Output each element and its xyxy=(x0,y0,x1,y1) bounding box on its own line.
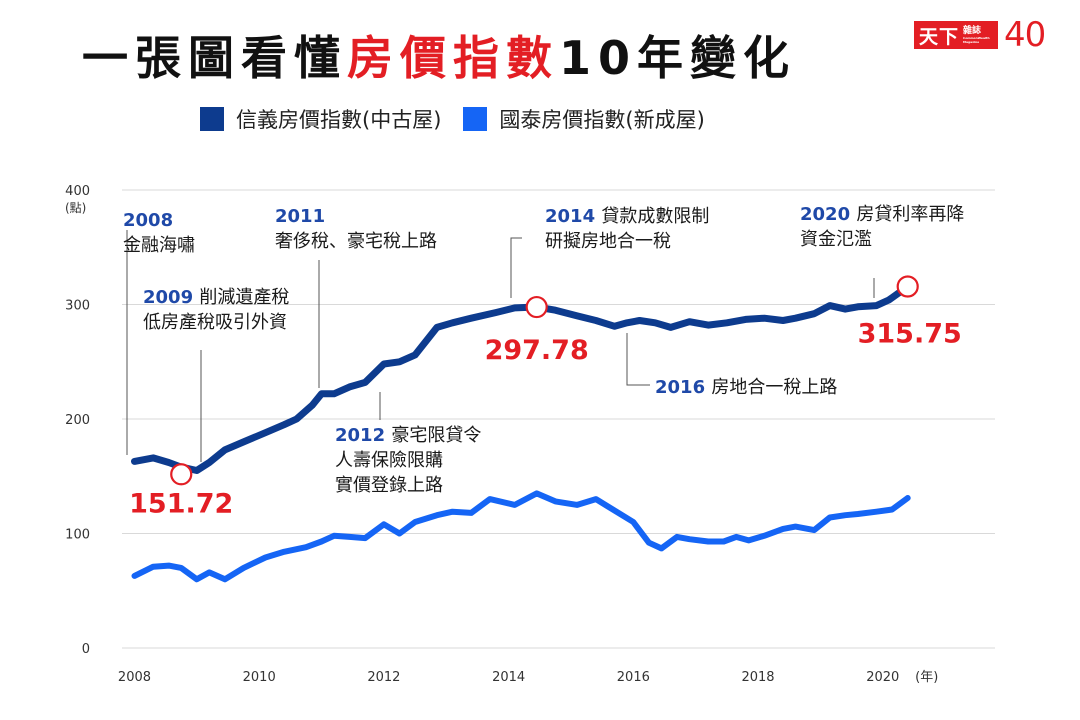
x-axis-unit: (年) xyxy=(915,670,938,685)
logo-side: 雜誌 CommonWealth Magazine xyxy=(963,26,990,44)
annotation-2020-year: 2020 xyxy=(800,204,856,225)
annotation-2016-line1: 2016 房地合一稅上路 xyxy=(655,377,837,398)
annotation-2012-year: 2012 xyxy=(335,425,391,446)
y-tick-label-100: 100 xyxy=(65,528,90,543)
annotation-2014-line1: 2014 貸款成數限制 xyxy=(545,206,709,227)
annotation-2009-text-2: 低房產稅吸引外資 xyxy=(143,312,287,333)
x-tick-label-2018: 2018 xyxy=(741,670,774,685)
y-tick-label-200: 200 xyxy=(65,413,90,428)
x-tick-labels: 2008 2010 2012 2014 2016 2018 2020 (年) xyxy=(118,670,938,685)
annotation-2014-text-2: 研擬房地合一稅 xyxy=(545,231,671,252)
highlight-value-151.72: 151.72 xyxy=(129,488,233,519)
logo-side-bottom: CommonWealth Magazine xyxy=(963,36,990,44)
highlight-marker-151.72 xyxy=(170,463,193,486)
highlight-markers: 151.72 297.78 315.75 xyxy=(129,275,962,519)
annotation-2014-year: 2014 xyxy=(545,206,601,227)
highlight-marker-315.75 xyxy=(896,275,919,298)
highlight-marker-297.78 xyxy=(525,295,548,319)
legend-swatch-cathay xyxy=(463,107,488,131)
legend-swatch-xinyi xyxy=(200,107,224,131)
x-tick-label-2020: 2020 xyxy=(866,670,899,685)
y-tick-label-300: 300 xyxy=(65,299,90,314)
annotation-2016-year: 2016 xyxy=(655,377,711,398)
annotation-2009-year: 2009 xyxy=(143,287,199,308)
x-tick-label-2010: 2010 xyxy=(243,670,276,685)
title-highlight: 房價指數 xyxy=(347,31,559,85)
x-tick-label-2016: 2016 xyxy=(617,670,650,685)
highlight-value-297.78: 297.78 xyxy=(485,335,589,366)
legend-label-cathay: 國泰房價指數(新成屋) xyxy=(499,108,705,132)
legend-item-xinyi: 信義房價指數(中古屋) xyxy=(200,104,441,134)
annotation-2012-line1: 2012 豪宅限貸令 xyxy=(335,425,481,446)
title-part2: 10年變化 xyxy=(559,31,797,85)
logo-box: 天下 雜誌 CommonWealth Magazine xyxy=(914,21,998,49)
annotation-2020-text-2: 資金氾濫 xyxy=(800,229,872,250)
annotation-leader-lines xyxy=(126,230,875,462)
leader-line-2016 xyxy=(626,333,650,386)
annotation-2012-text-3: 實價登錄上路 xyxy=(335,475,443,496)
annotation-2020-line1: 2020 房貸利率再降 xyxy=(800,204,964,225)
legend-item-cathay: 國泰房價指數(新成屋) xyxy=(463,104,705,134)
annotation-2020-text-1: 房貸利率再降 xyxy=(856,204,964,225)
grid-lines xyxy=(122,189,995,649)
annotation-2011-year: 2011 xyxy=(275,206,325,227)
x-tick-label-2012: 2012 xyxy=(367,670,400,685)
y-tick-label-0: 0 xyxy=(82,642,90,657)
y-tick-labels: 0 100 200 300 400 (點) xyxy=(65,184,90,657)
leader-line-2014 xyxy=(510,237,522,298)
annotation-2011-text-1: 奢侈稅、豪宅稅上路 xyxy=(275,231,437,252)
legend: 信義房價指數(中古屋) 國泰房價指數(新成屋) xyxy=(200,104,727,134)
annotation-2012-text-2: 人壽保險限購 xyxy=(335,450,443,471)
annotation-2012-text-1: 豪宅限貸令 xyxy=(391,425,481,446)
commonwealth-logo: 天下 雜誌 CommonWealth Magazine 40 xyxy=(914,15,1046,55)
series-lines xyxy=(131,283,912,583)
annotation-2008-year: 2008 xyxy=(123,210,173,231)
annotation-2014-text-1: 貸款成數限制 xyxy=(601,206,709,227)
legend-label-xinyi: 信義房價指數(中古屋) xyxy=(236,108,442,132)
logo-number: 40 xyxy=(1004,15,1046,55)
series-line-cathay xyxy=(131,490,911,583)
logo-main: 天下 xyxy=(919,25,960,48)
title-part1: 一張圖看懂 xyxy=(82,31,347,85)
annotation-2009-line1: 2009 削減遺產稅 xyxy=(143,287,289,308)
annotation-2016-text-1: 房地合一稅上路 xyxy=(711,377,837,398)
annotation-2008-text-1: 金融海嘯 xyxy=(123,235,195,256)
x-tick-label-2014: 2014 xyxy=(492,670,525,685)
y-tick-label-400: 400 xyxy=(65,184,90,199)
logo-side-top: 雜誌 xyxy=(963,26,982,36)
series-line-xinyi xyxy=(131,283,912,474)
y-axis-unit: (點) xyxy=(65,201,86,215)
highlight-value-315.75: 315.75 xyxy=(858,318,962,349)
chart-title: 一張圖看懂房價指數10年變化 xyxy=(82,22,796,88)
x-tick-label-2008: 2008 xyxy=(118,670,151,685)
annotation-2009-text-1: 削減遺產稅 xyxy=(199,287,289,308)
